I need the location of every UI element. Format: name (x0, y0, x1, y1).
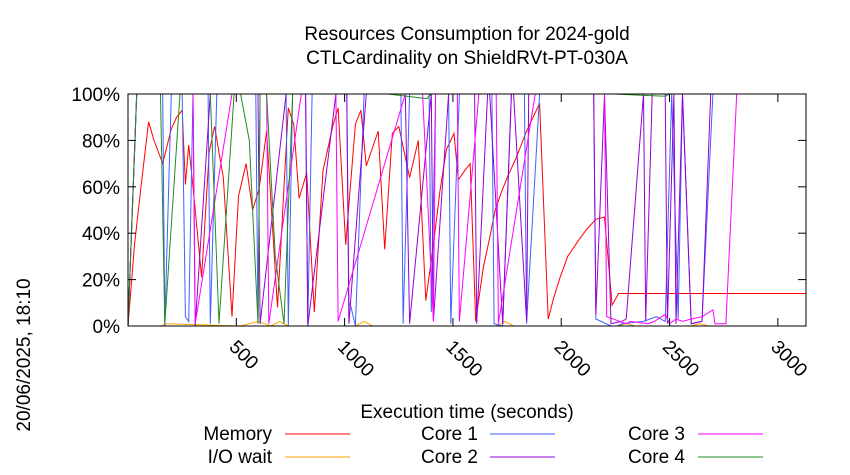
series-line-core-2 (127, 93, 806, 327)
x-axis-label: Execution time (seconds) (360, 402, 573, 423)
series-line-memory (127, 103, 806, 327)
y-axis: 0% 20% 40% 60% 80% 100% (71, 85, 806, 338)
y-tick-label: 80% (82, 131, 120, 152)
series-line-core-1 (127, 93, 806, 327)
series-line-core-4 (127, 93, 806, 327)
x-axis: 500 1000 1500 2000 2500 3000 (225, 94, 811, 381)
series-line-core-3 (127, 93, 806, 327)
y-tick-label: 100% (71, 85, 120, 106)
x-tick-label: 1500 (441, 337, 486, 382)
chart-title: Resources Consumption for 2024-gold (304, 24, 629, 45)
y-tick-label: 40% (82, 224, 120, 245)
x-tick-label: 500 (225, 337, 262, 374)
y-tick-label: 60% (82, 178, 120, 199)
series-line-i-o-wait (128, 320, 806, 327)
side-timestamp: 20/06/2025, 18:10 (14, 278, 35, 431)
legend-label-core-3: Core 3 (628, 424, 685, 445)
legend-label-core-4: Core 4 (628, 447, 685, 468)
legend-label-core-1: Core 1 (421, 424, 478, 445)
legend-label-memory: Memory (203, 424, 272, 445)
plot-frame (127, 93, 807, 327)
y-tick-label: 0% (93, 317, 121, 338)
chart-subtitle: CTLCardinality on ShieldRVt-PT-030A (306, 48, 628, 69)
x-tick-label: 1000 (333, 337, 378, 382)
plot-series (127, 93, 806, 327)
x-tick-label: 3000 (766, 337, 811, 382)
y-tick-label: 20% (82, 271, 120, 292)
x-tick-label: 2000 (550, 337, 595, 382)
legend-label-core-2: Core 2 (421, 447, 478, 468)
legend-label-i-o-wait: I/O wait (208, 447, 273, 468)
x-tick-label: 2500 (658, 337, 703, 382)
